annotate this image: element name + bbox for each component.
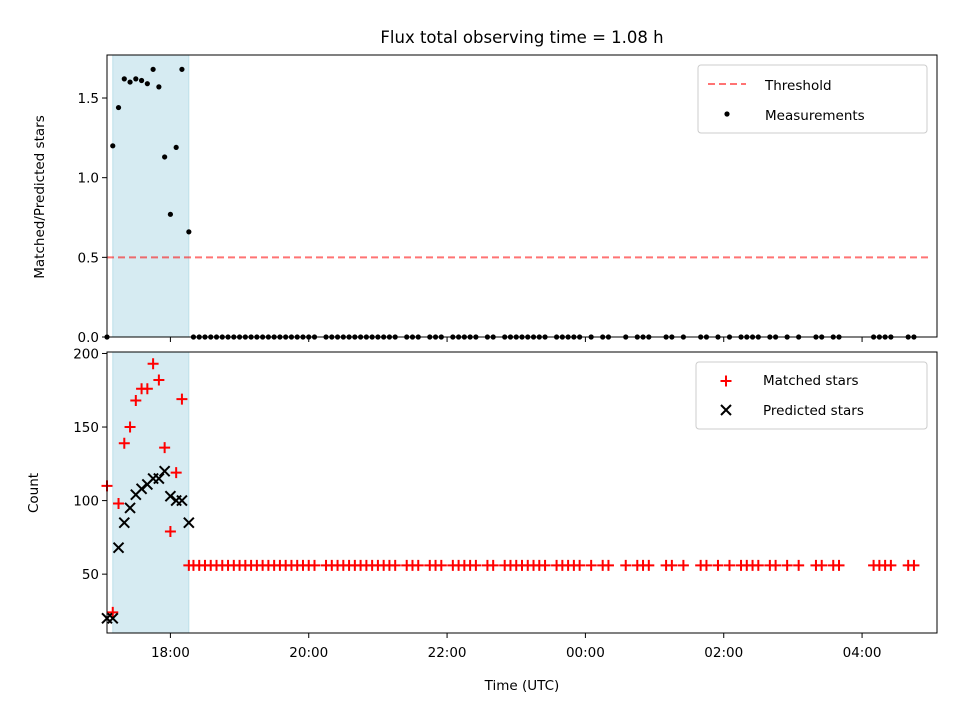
data-point [115, 104, 122, 111]
x-tick-label: 02:00 [704, 645, 743, 661]
x-tick-label: 04:00 [843, 645, 882, 661]
data-point [885, 559, 897, 571]
data-point [677, 559, 689, 571]
legend-box [697, 64, 928, 134]
data-point [666, 559, 678, 571]
data-point [724, 559, 735, 571]
legend-measurements-swatch [724, 111, 730, 117]
data-point [130, 395, 142, 407]
data-point [150, 66, 156, 72]
y-tick-label: 100 [73, 494, 99, 510]
data-point [720, 404, 732, 416]
legend-threshold-label: Threshold [764, 78, 832, 94]
data-point [620, 559, 632, 571]
data-point [159, 442, 171, 454]
data-point [412, 559, 424, 571]
top-y-axis-label: Matched/Predicted stars [32, 115, 48, 278]
data-point [179, 66, 185, 72]
data-point [770, 559, 782, 571]
y-tick-label: 50 [82, 567, 99, 583]
data-point [643, 559, 655, 571]
data-point [602, 559, 614, 571]
data-point [700, 559, 712, 571]
data-point [127, 79, 133, 85]
data-point [118, 437, 130, 449]
data-point [539, 559, 551, 571]
shaded-observing-window [112, 351, 190, 634]
data-point [107, 612, 119, 624]
legend-measurements-label: Measurements [765, 108, 865, 124]
y-tick-label: 150 [73, 420, 99, 436]
data-point [173, 144, 179, 151]
data-point [144, 81, 150, 87]
data-point [118, 516, 130, 529]
legend-matched-label: Matched stars [763, 373, 859, 389]
data-point [167, 211, 174, 217]
data-point [124, 421, 136, 433]
data-point [435, 559, 447, 571]
data-point [183, 516, 195, 529]
data-point [113, 498, 125, 510]
chart-title: Flux total observing time = 1.08 h [380, 28, 663, 47]
data-point [162, 154, 168, 160]
data-point [908, 559, 920, 571]
data-point [153, 472, 165, 485]
data-point [585, 559, 597, 571]
x-axis-label: Time (UTC) [484, 678, 560, 694]
x-tick-label: 22:00 [428, 645, 467, 661]
data-point [793, 559, 805, 571]
axes-frame [106, 351, 938, 634]
data-point [124, 502, 136, 514]
data-point [153, 374, 165, 386]
x-tick-label: 18:00 [151, 645, 190, 661]
data-point [121, 76, 127, 82]
bottom-panel: 50 100 150 200 18:00 20:00 22:00 00:00 02:00 04:0… [73, 346, 938, 661]
data-point [487, 559, 499, 571]
data-point [138, 77, 145, 84]
shaded-observing-window [112, 54, 190, 338]
series-predicted-stars [101, 465, 195, 624]
legend-box [695, 361, 928, 430]
legend-predicted-label: Predicted stars [763, 403, 864, 419]
data-point [110, 143, 116, 149]
data-point [176, 494, 188, 507]
data-point [470, 559, 482, 571]
y-tick-label: 1.5 [78, 91, 99, 107]
data-point [164, 525, 176, 537]
bottom-y-axis-label: Count [26, 473, 42, 513]
x-tick-label: 00:00 [566, 645, 605, 661]
data-point [147, 358, 159, 370]
data-point [712, 559, 724, 571]
data-point [781, 559, 793, 571]
data-point [720, 375, 732, 387]
y-tick-label: 1.0 [78, 171, 99, 187]
y-tick-label: 0.5 [78, 250, 99, 266]
axes-frame [106, 54, 938, 338]
data-point [833, 559, 845, 571]
data-point [309, 559, 320, 571]
data-point [186, 229, 192, 235]
data-point [133, 76, 139, 82]
data-point [107, 606, 119, 618]
data-point [816, 559, 828, 571]
data-point [156, 84, 162, 90]
data-point [141, 383, 153, 395]
top-panel: 0.0 0.5 1.0 1.5 Threshold Measurements [78, 54, 938, 346]
y-tick-label: 200 [73, 346, 99, 362]
data-point [752, 559, 764, 571]
data-point [176, 393, 188, 405]
data-point [389, 559, 401, 571]
y-tick-label: 0.0 [78, 330, 99, 346]
data-point [112, 541, 125, 554]
x-tick-label: 20:00 [289, 645, 328, 661]
data-point [574, 559, 586, 571]
data-point [170, 467, 182, 479]
data-point [158, 465, 171, 477]
